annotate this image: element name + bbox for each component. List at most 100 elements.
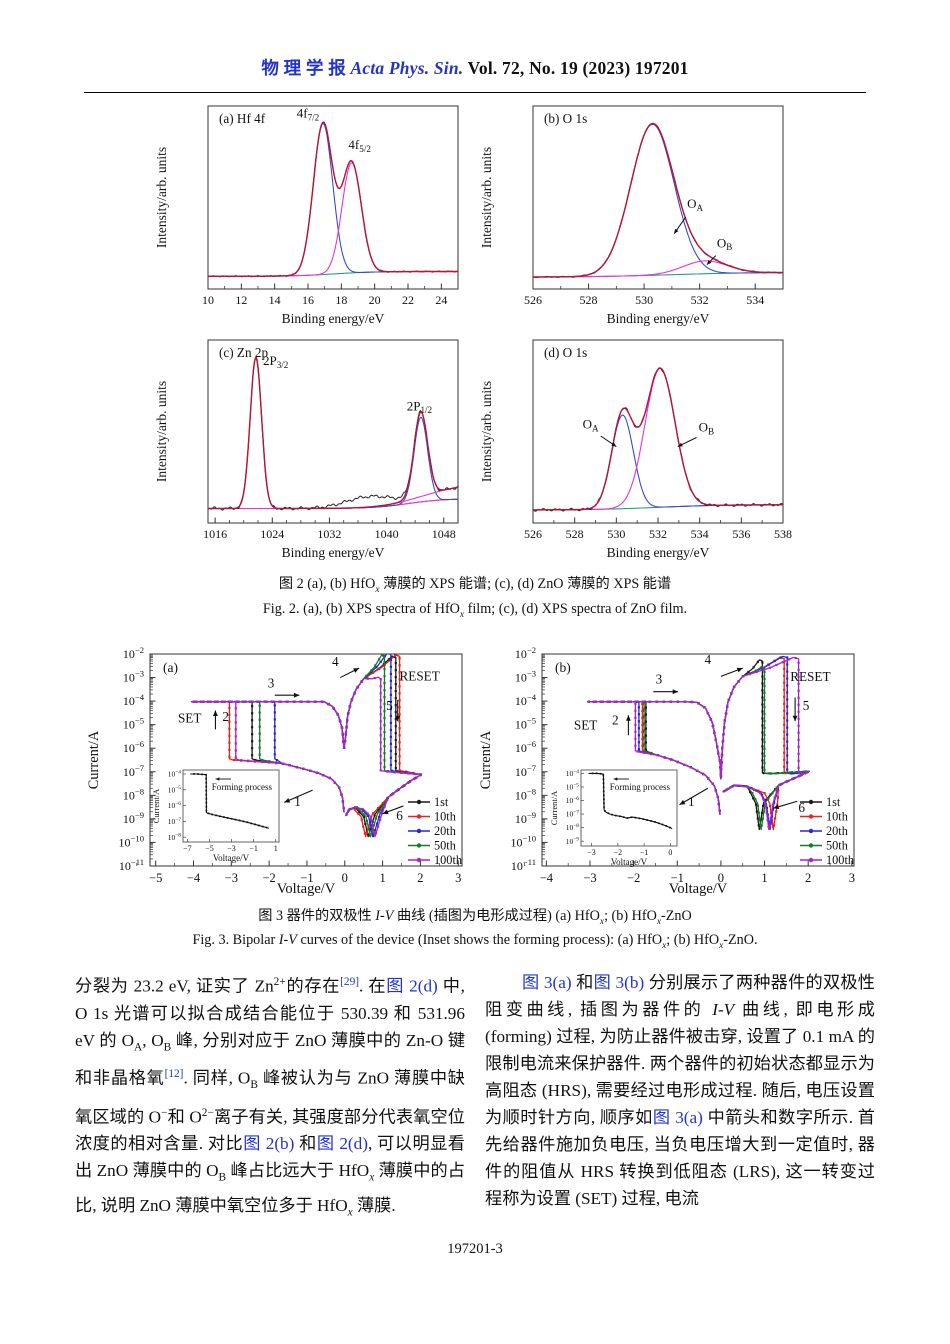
figure2-panel-d-xps-chart: 526 528 530 532 534 536 538 Binding energy/eV In… [479,339,792,560]
svg-text:14: 14 [269,293,281,307]
forming-process-inset: 10−4 10−5 10−6 10−7 10−8 10−9 −3 −2 −1 0 Voltage/V… [549,768,678,867]
svg-text:−4: −4 [187,871,201,885]
ref-link[interactable]: 图 2(d) [386,977,438,997]
svg-text:(b): (b) [555,660,571,675]
figure2-caption-en: Fig. 2. (a), (b) XPS spectra of HfOx fil… [262,600,688,620]
svg-text:1040: 1040 [375,527,399,541]
svg-text:532: 532 [649,527,667,541]
svg-text:−2: −2 [262,871,275,885]
svg-text:SET: SET [178,710,201,725]
svg-text:Voltage/V: Voltage/V [213,853,250,863]
svg-text:1st: 1st [434,795,449,809]
svg-text:2: 2 [612,712,619,727]
ref-link[interactable]: 图 3(a) [521,973,572,993]
page-number: 197201-3 [447,1241,503,1258]
ref-link[interactable]: 图 3(b) [593,973,645,993]
svg-text:20th: 20th [434,824,456,838]
svg-text:−4: −4 [540,871,554,885]
svg-text:Current/A: Current/A [151,788,161,823]
svg-text:0: 0 [718,871,724,885]
svg-text:10−8: 10−8 [123,786,144,802]
svg-text:10−11: 10−11 [119,857,144,873]
svg-text:538: 538 [774,527,792,541]
svg-text:10−4: 10−4 [566,768,580,777]
svg-text:10−3: 10−3 [515,668,536,684]
svg-text:(a) Hf 4f: (a) Hf 4f [219,111,266,126]
body-text: 分裂为 23.2 eV, 证实了 Zn2+的存在[29]. 在图 2(d) 中,… [75,969,875,1226]
svg-text:10: 10 [202,293,214,307]
svg-text:536: 536 [732,527,750,541]
xps-panel-b: 526 528 530 532 534 Binding energy/eV Intensit… [479,105,784,326]
svg-text:526: 526 [524,293,542,307]
ref-link[interactable]: 图 2(b) [243,1134,295,1154]
svg-text:OA: OA [583,416,599,433]
svg-text:−3: −3 [225,871,238,885]
iv-series [190,653,423,837]
ref-link[interactable]: 图 3(a) [652,1108,703,1128]
iv-annotations: SET 2 3 4 RESET 5 1 6 [178,653,440,822]
svg-text:0: 0 [668,848,672,857]
xps-panel-d: 526 528 530 532 534 536 538 Binding energy/eV In… [479,339,792,560]
svg-text:528: 528 [580,293,598,307]
figure2-panel-c-xps-chart: 1016 1024 1032 1040 1048 Binding energy/eV Int… [154,339,459,560]
body-column-right: 图 3(a) 和图 3(b) 分别展示了两种器件的双极性阻变曲线, 插图为器件的… [485,973,875,1209]
iv-panel-b: 10−210−310−410−510−610−710−810−910−1010−… [478,645,855,896]
svg-text:1048: 1048 [432,527,456,541]
figure2: 10 12 14 16 18 20 22 24 Binding energy/eV Intensi… [150,96,800,564]
svg-text:Intensity/arb. units: Intensity/arb. units [154,381,169,482]
svg-text:10−7: 10−7 [168,816,182,825]
svg-text:10−3: 10−3 [123,668,144,684]
svg-text:0: 0 [342,871,348,885]
svg-text:532: 532 [691,293,709,307]
svg-text:Binding energy/eV: Binding energy/eV [282,311,385,326]
svg-text:Binding energy/eV: Binding energy/eV [607,311,710,326]
svg-text:10−6: 10−6 [168,801,182,810]
iv-panel-a: 10−210−310−410−510−610−710−810−910−1010−… [86,645,463,896]
svg-text:534: 534 [691,527,709,541]
svg-text:−7: −7 [183,844,192,853]
svg-text:Binding energy/eV: Binding energy/eV [282,545,385,560]
svg-text:−1: −1 [671,871,684,885]
svg-text:530: 530 [635,293,653,307]
svg-text:1: 1 [294,794,301,809]
svg-text:534: 534 [746,293,764,307]
svg-text:3: 3 [849,871,855,885]
svg-text:12: 12 [235,293,247,307]
figure3: 10−2 10−3 10−4 10−5 10−6 10−7 10−8 10−9 10−10 10−… [83,644,867,896]
svg-text:10−7: 10−7 [566,809,580,818]
svg-text:Intensity/arb. units: Intensity/arb. units [479,147,494,248]
svg-text:526: 526 [524,527,542,541]
svg-text:OA: OA [687,196,703,213]
svg-text:2: 2 [222,709,229,724]
svg-text:−1: −1 [300,871,313,885]
svg-text:3: 3 [268,675,275,690]
svg-text:10−2: 10−2 [515,645,536,661]
svg-text:530: 530 [607,527,625,541]
svg-text:18: 18 [335,293,347,307]
svg-text:10−9: 10−9 [515,810,536,826]
svg-text:4f7/2: 4f7/2 [297,105,320,122]
svg-text:10−10: 10−10 [511,833,536,849]
header-rule [84,92,866,93]
svg-text:2: 2 [805,871,811,885]
svg-text:Intensity/arb. units: Intensity/arb. units [479,381,494,482]
svg-text:24: 24 [435,293,447,307]
figure2-caption-cn: 图 2 (a), (b) HfOx 薄膜的 XPS 能谱; (c), (d) Z… [278,576,672,595]
svg-text:2: 2 [417,871,423,885]
svg-text:10−4: 10−4 [515,692,537,708]
ref-link[interactable]: [12] [164,1068,184,1081]
svg-text:100th: 100th [826,853,854,867]
svg-text:Voltage/V: Voltage/V [669,881,728,896]
svg-text:−3: −3 [227,844,236,853]
svg-text:10th: 10th [826,809,848,823]
ref-link[interactable]: 图 2(d) [316,1134,368,1154]
svg-text:10−6: 10−6 [123,739,145,755]
svg-text:1016: 1016 [203,527,227,541]
svg-text:5: 5 [386,698,393,713]
svg-text:OB: OB [699,419,714,436]
svg-text:100th: 100th [434,853,462,867]
ref-link[interactable]: [29] [340,976,360,989]
svg-text:16: 16 [302,293,314,307]
svg-text:1st: 1st [826,795,841,809]
